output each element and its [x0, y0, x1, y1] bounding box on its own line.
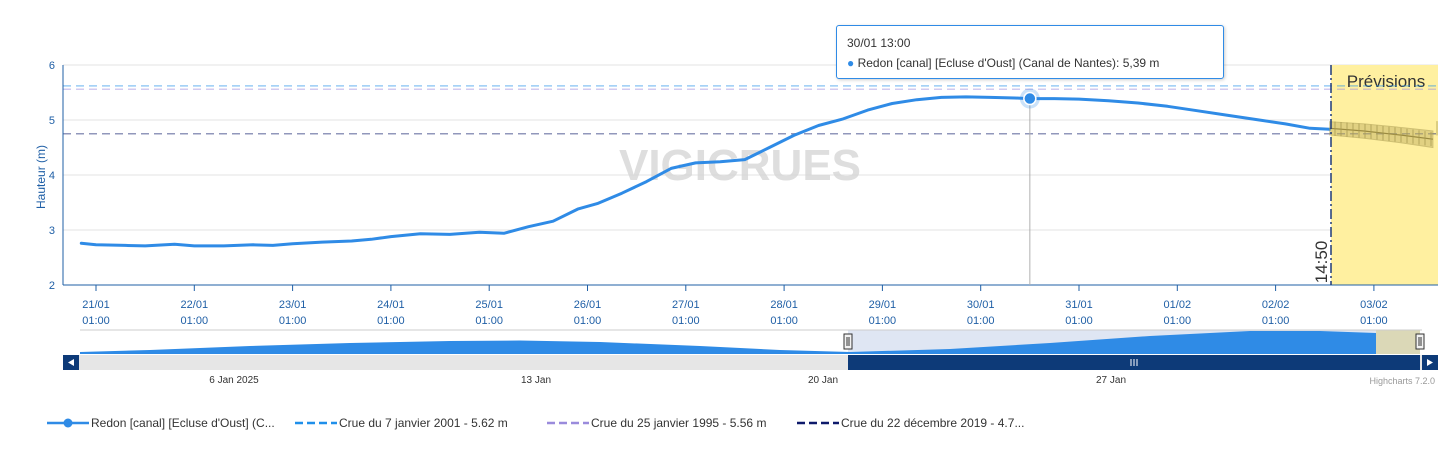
legend: Redon [canal] [Ecluse d'Oust] (C... Crue … — [0, 408, 1453, 438]
observed-series-line — [79, 95, 1332, 248]
x-tick-time: 01:00 — [1262, 315, 1290, 327]
y-tick-label: 6 — [49, 60, 55, 72]
scroll-left-arrow-icon — [68, 359, 74, 366]
forecast-label: Prévisions — [1347, 72, 1425, 91]
tooltip-title: 30/01 13:00 — [847, 36, 911, 50]
x-tick-day: 28/01 — [770, 299, 798, 311]
x-tick-day: 22/01 — [181, 299, 209, 311]
navigator-handle-left — [843, 333, 853, 350]
y-tick-label: 3 — [49, 225, 55, 237]
dashed-line-icon — [547, 421, 589, 425]
x-tick-time: 01:00 — [181, 315, 209, 327]
navigator-ticks: 6 Jan 2025 13 Jan 20 Jan 27 Jan — [209, 375, 1126, 386]
legend-label: Crue du 25 janvier 1995 - 5.56 m — [591, 416, 767, 430]
dashed-line-icon — [295, 421, 337, 425]
x-tick-day: 03/02 — [1360, 299, 1388, 311]
y-axis-label: Hauteur (m) — [34, 145, 48, 209]
x-tick-time: 01:00 — [377, 315, 405, 327]
x-tick-time: 01:00 — [279, 315, 307, 327]
x-tick-time: 01:00 — [869, 315, 897, 327]
navigator-handle-right — [1415, 333, 1425, 350]
dashed-line-icon — [797, 421, 839, 425]
x-tick-day: 24/01 — [377, 299, 405, 311]
y-tick-label: 2 — [49, 280, 55, 292]
legend-item[interactable]: Crue du 25 janvier 1995 - 5.56 m — [545, 408, 766, 438]
forecast-zone: Prévisions — [1331, 65, 1438, 285]
x-tick-day: 23/01 — [279, 299, 307, 311]
x-tick-time: 01:00 — [475, 315, 503, 327]
x-tick-day: 31/01 — [1065, 299, 1093, 311]
tooltip: 30/01 13:00 ● Redon [canal] [Ecluse d'Ou… — [836, 25, 1224, 79]
x-tick-day: 30/01 — [967, 299, 995, 311]
credits[interactable]: Highcharts 7.2.0 — [1369, 376, 1435, 386]
hover-point-marker[interactable] — [1019, 88, 1040, 109]
navigator-tick-label: 6 Jan 2025 — [209, 375, 259, 386]
tooltip-series-name: Redon [canal] [Ecluse d'Oust] (Canal de … — [857, 56, 1117, 70]
hover-point — [1023, 91, 1037, 106]
x-tick-day: 25/01 — [475, 299, 503, 311]
x-tick-time: 01:00 — [967, 315, 995, 327]
navigator-tick-label: 13 Jan — [521, 375, 551, 386]
forecast-background — [1331, 65, 1438, 285]
chart-area: Prévisions VIGICRUES 2 3 4 5 6 21/01 01:00 22/… — [34, 60, 1438, 386]
legend-item[interactable]: Redon [canal] [Ecluse d'Oust] (C... — [45, 408, 275, 438]
x-tick-day: 01/02 — [1164, 299, 1192, 311]
x-tick-day: 27/01 — [672, 299, 700, 311]
navigator-tick-label: 27 Jan — [1096, 375, 1126, 386]
navigator-tick-label: 20 Jan — [808, 375, 838, 386]
line-marker-icon — [47, 418, 89, 428]
navigator-forecast — [1376, 330, 1420, 354]
x-tick-day: 21/01 — [82, 299, 110, 311]
x-tick-time: 01:00 — [1360, 315, 1388, 327]
legend-label: Crue du 7 janvier 2001 - 5.62 m — [339, 416, 508, 430]
series-lines[interactable] — [79, 95, 1438, 248]
vigicrues-watermark: VIGICRUES — [619, 141, 861, 190]
tooltip-bullet: ● — [847, 56, 855, 70]
legend-item[interactable]: Crue du 7 janvier 2001 - 5.62 m — [293, 408, 508, 438]
x-axis-ticks: 21/01 01:00 22/01 01:00 23/01 01:00 24/01 01:00… — [82, 285, 1388, 327]
x-tick-time: 01:00 — [82, 315, 110, 327]
x-tick-time: 01:00 — [574, 315, 602, 327]
tooltip-value: 5,39 m — [1122, 56, 1160, 70]
navigator-series-area — [80, 331, 1376, 354]
now-time-label: 14:50 — [1312, 241, 1331, 284]
scroll-right-arrow-icon — [1427, 359, 1433, 366]
x-tick-time: 01:00 — [770, 315, 798, 327]
legend-item[interactable]: Crue du 22 décembre 2019 - 4.7... — [795, 408, 1024, 438]
legend-label: Redon [canal] [Ecluse d'Oust] (C... — [91, 416, 275, 430]
x-tick-day: 29/01 — [869, 299, 897, 311]
y-axis-ticks: 2 3 4 5 6 — [49, 60, 55, 292]
y-tick-label: 5 — [49, 115, 55, 127]
scrollbar[interactable] — [63, 355, 1438, 370]
tooltip-row: ● Redon [canal] [Ecluse d'Oust] (Canal d… — [847, 56, 1160, 70]
threshold-lines — [63, 85, 1438, 135]
y-tick-label: 4 — [49, 170, 55, 182]
x-tick-time: 01:00 — [1065, 315, 1093, 327]
x-tick-time: 01:00 — [1164, 315, 1192, 327]
legend-label: Crue du 22 décembre 2019 - 4.7... — [841, 416, 1025, 430]
x-tick-day: 26/01 — [574, 299, 602, 311]
x-tick-day: 02/02 — [1262, 299, 1290, 311]
x-tick-time: 01:00 — [672, 315, 700, 327]
navigator[interactable] — [80, 329, 1425, 354]
